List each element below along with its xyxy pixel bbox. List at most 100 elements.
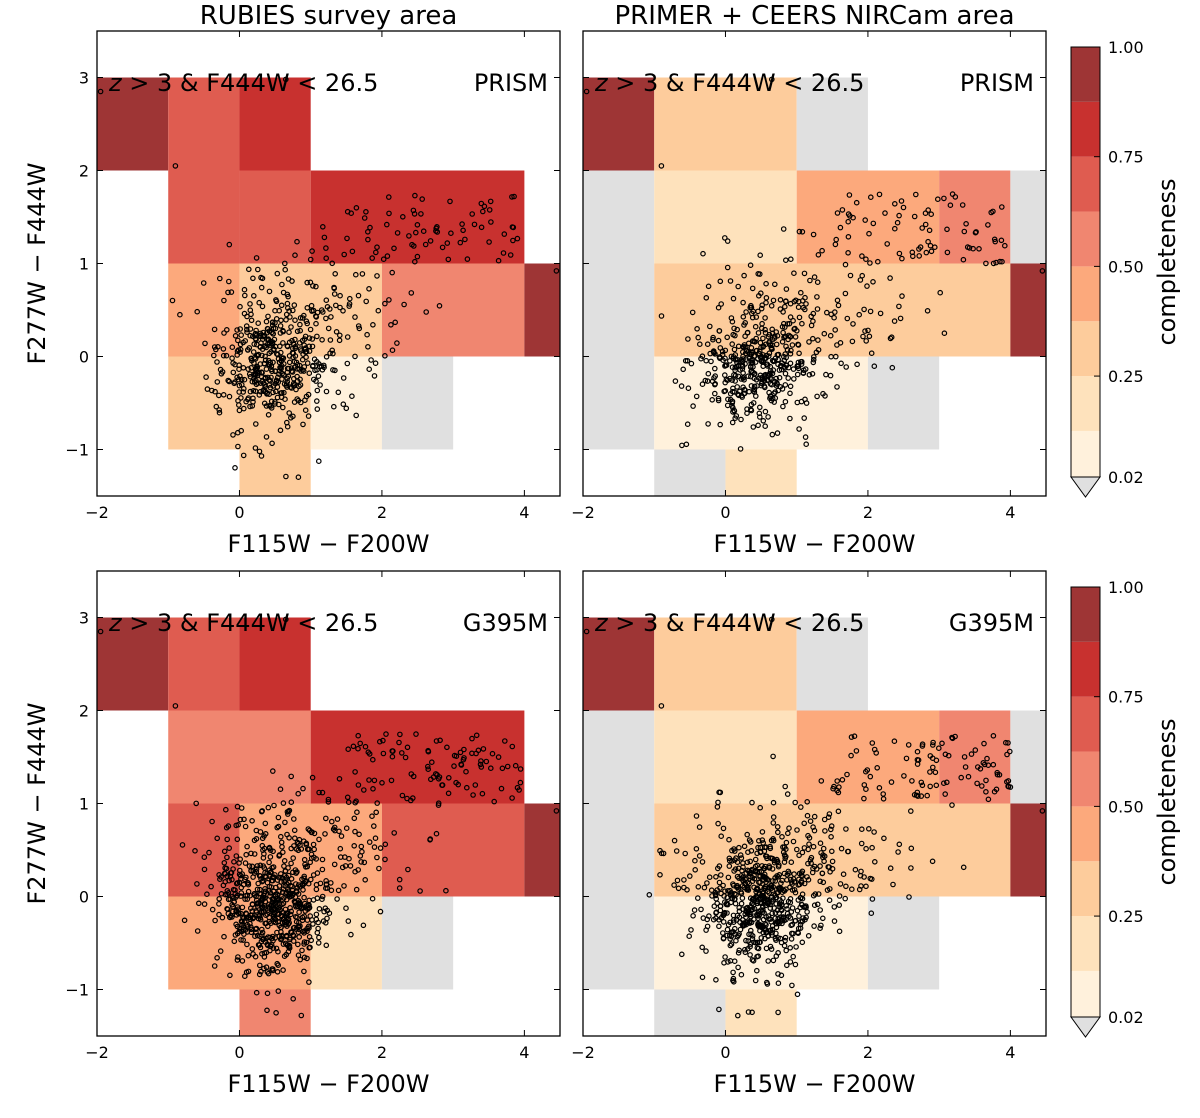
galaxy-point bbox=[464, 256, 471, 262]
galaxy-point bbox=[790, 366, 797, 372]
galaxy-point bbox=[220, 391, 227, 398]
galaxy-point bbox=[782, 370, 789, 377]
galaxy-point bbox=[860, 333, 866, 340]
galaxy-point bbox=[767, 342, 774, 348]
galaxy-point bbox=[770, 957, 777, 964]
galaxy-point bbox=[253, 868, 260, 875]
x-tick-label: 2 bbox=[863, 503, 873, 522]
galaxy-point bbox=[285, 365, 292, 372]
galaxy-point bbox=[332, 270, 339, 277]
galaxy-point bbox=[227, 972, 233, 979]
galaxy-point bbox=[693, 393, 700, 400]
galaxy-point bbox=[314, 333, 320, 340]
galaxy-point bbox=[309, 829, 315, 835]
galaxy-point bbox=[751, 939, 757, 946]
galaxy-point bbox=[314, 366, 320, 373]
galaxy-point bbox=[258, 340, 264, 346]
colorbar-extend-min bbox=[1070, 476, 1101, 498]
completeness-cell bbox=[654, 617, 797, 711]
galaxy-point bbox=[306, 944, 313, 951]
galaxy-point bbox=[646, 891, 653, 898]
galaxy-point bbox=[224, 326, 230, 333]
galaxy-point bbox=[759, 829, 766, 835]
galaxy-point bbox=[896, 841, 903, 848]
galaxy-point bbox=[891, 225, 898, 232]
galaxy-point bbox=[204, 386, 211, 392]
galaxy-point bbox=[876, 191, 883, 198]
galaxy-point bbox=[507, 252, 514, 258]
galaxy-point bbox=[181, 917, 188, 924]
galaxy-point bbox=[295, 891, 302, 897]
galaxy-point bbox=[993, 786, 1000, 793]
galaxy-point bbox=[685, 385, 692, 392]
galaxy-point bbox=[783, 839, 790, 846]
galaxy-point bbox=[753, 314, 760, 320]
galaxy-point bbox=[695, 334, 702, 341]
completeness-cell bbox=[654, 170, 797, 264]
galaxy-point bbox=[940, 780, 947, 787]
galaxy-point bbox=[801, 880, 808, 887]
galaxy-point bbox=[313, 911, 320, 918]
galaxy-point bbox=[774, 873, 780, 879]
galaxy-point bbox=[366, 285, 372, 292]
galaxy-point bbox=[313, 314, 320, 320]
galaxy-point bbox=[241, 918, 248, 925]
galaxy-point bbox=[306, 370, 313, 377]
galaxy-point bbox=[858, 840, 865, 847]
galaxy-point bbox=[306, 897, 313, 904]
x-axis-label: F115W − F200W bbox=[713, 1070, 915, 1098]
galaxy-point bbox=[258, 453, 265, 459]
galaxy-point bbox=[729, 400, 736, 406]
galaxy-point bbox=[822, 393, 828, 399]
galaxy-point bbox=[758, 894, 765, 901]
galaxy-point bbox=[253, 926, 259, 932]
galaxy-point bbox=[724, 926, 731, 933]
galaxy-point bbox=[315, 458, 322, 465]
galaxy-point bbox=[722, 363, 728, 369]
galaxy-point bbox=[814, 294, 820, 300]
galaxy-point bbox=[256, 912, 263, 919]
galaxy-point bbox=[321, 234, 328, 241]
galaxy-point bbox=[315, 919, 322, 926]
galaxy-point bbox=[309, 248, 315, 254]
galaxy-point bbox=[963, 221, 969, 227]
galaxy-point bbox=[461, 746, 467, 753]
galaxy-point bbox=[495, 257, 502, 264]
galaxy-point bbox=[817, 840, 824, 847]
galaxy-point bbox=[727, 278, 734, 284]
galaxy-point bbox=[284, 300, 291, 307]
galaxy-point bbox=[517, 779, 524, 786]
galaxy-point bbox=[874, 764, 881, 771]
galaxy-point bbox=[330, 350, 336, 357]
galaxy-point bbox=[273, 1009, 279, 1016]
galaxy-point bbox=[234, 327, 240, 333]
galaxy-point bbox=[256, 971, 263, 978]
galaxy-point bbox=[262, 388, 269, 395]
galaxy-point bbox=[204, 891, 210, 898]
galaxy-point bbox=[944, 249, 951, 256]
galaxy-point bbox=[214, 379, 221, 385]
galaxy-point bbox=[758, 900, 765, 907]
galaxy-point bbox=[291, 835, 298, 842]
galaxy-point bbox=[814, 306, 821, 312]
galaxy-point bbox=[271, 347, 277, 353]
galaxy-point bbox=[305, 413, 312, 419]
galaxy-point bbox=[815, 252, 822, 258]
galaxy-point bbox=[253, 255, 260, 261]
galaxy-point bbox=[353, 205, 360, 211]
galaxy-point bbox=[344, 235, 350, 242]
galaxy-point bbox=[738, 873, 745, 879]
x-tick-label: −2 bbox=[571, 1043, 595, 1062]
galaxy-point bbox=[737, 446, 744, 452]
galaxy-point bbox=[278, 389, 285, 396]
galaxy-point bbox=[842, 261, 849, 268]
galaxy-point bbox=[815, 337, 821, 343]
galaxy-point bbox=[787, 959, 794, 965]
galaxy-point bbox=[238, 884, 245, 891]
galaxy-point bbox=[286, 920, 293, 926]
galaxy-point bbox=[930, 739, 936, 746]
galaxy-point bbox=[756, 404, 763, 411]
galaxy-point bbox=[289, 278, 295, 284]
galaxy-point bbox=[912, 191, 919, 198]
galaxy-point bbox=[302, 908, 309, 914]
